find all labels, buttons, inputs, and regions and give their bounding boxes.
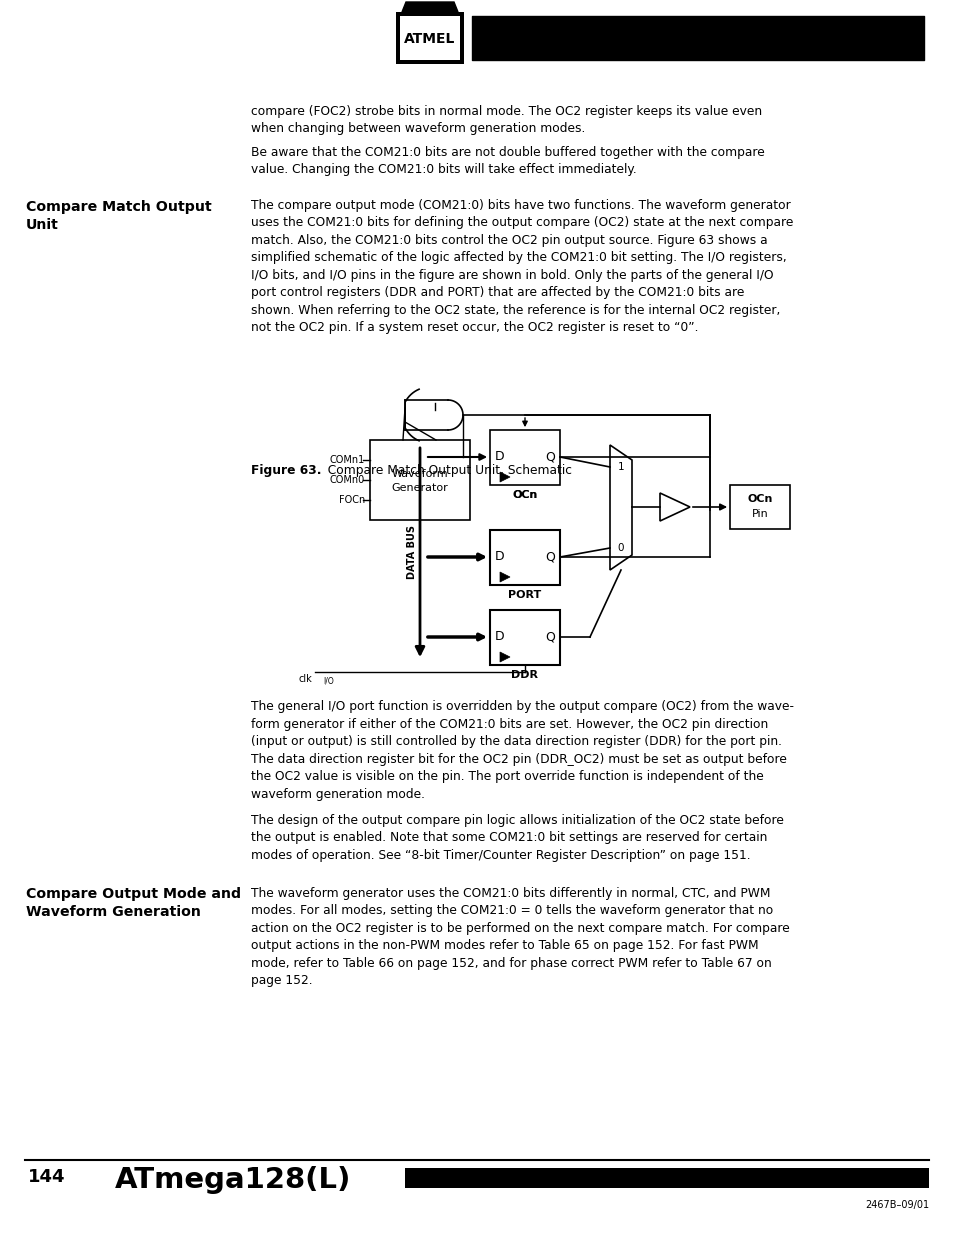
Text: Figure 63.: Figure 63.: [251, 464, 321, 478]
Polygon shape: [499, 472, 510, 482]
Text: Be aware that the COM21:0 bits are not double buffered together with the compare: Be aware that the COM21:0 bits are not d…: [251, 146, 764, 177]
Text: The design of the output compare pin logic allows initialization of the OC2 stat: The design of the output compare pin log…: [251, 814, 783, 862]
Polygon shape: [659, 493, 689, 521]
Text: ATMEL: ATMEL: [404, 32, 456, 46]
Text: DATA BUS: DATA BUS: [407, 525, 416, 579]
Text: 2467B–09/01: 2467B–09/01: [864, 1200, 928, 1210]
Text: The waveform generator uses the COM21:0 bits differently in normal, CTC, and PWM: The waveform generator uses the COM21:0 …: [251, 887, 789, 987]
FancyBboxPatch shape: [399, 16, 459, 61]
Polygon shape: [499, 652, 510, 662]
FancyBboxPatch shape: [395, 12, 463, 64]
Text: Compare Match Output Unit, Schematic: Compare Match Output Unit, Schematic: [319, 464, 571, 478]
Text: Q: Q: [544, 631, 555, 643]
Text: ATmega128(L): ATmega128(L): [115, 1166, 351, 1194]
Text: I/O: I/O: [323, 677, 334, 685]
Text: PORT: PORT: [508, 590, 541, 600]
Text: OCn: OCn: [513, 490, 537, 500]
Text: Generator: Generator: [392, 483, 448, 493]
Polygon shape: [499, 572, 510, 582]
Text: 1: 1: [617, 462, 623, 472]
Text: D: D: [495, 631, 504, 643]
Text: COMn1: COMn1: [330, 454, 365, 466]
Text: 144: 144: [28, 1168, 66, 1186]
Text: 0: 0: [618, 543, 623, 553]
Text: clk: clk: [298, 674, 312, 684]
Text: Compare Match Output
Unit: Compare Match Output Unit: [26, 200, 212, 232]
Text: Pin: Pin: [751, 509, 767, 519]
Text: compare (FOC2) strobe bits in normal mode. The OC2 register keeps its value even: compare (FOC2) strobe bits in normal mod…: [251, 105, 761, 136]
Text: COMn0: COMn0: [330, 475, 365, 485]
FancyBboxPatch shape: [490, 610, 559, 664]
FancyBboxPatch shape: [370, 440, 470, 520]
Text: The general I/O port function is overridden by the output compare (OC2) from the: The general I/O port function is overrid…: [251, 700, 793, 800]
Text: Q: Q: [544, 551, 555, 563]
Text: OCn: OCn: [512, 490, 537, 500]
FancyBboxPatch shape: [490, 430, 559, 485]
Text: Compare Output Mode and
Waveform Generation: Compare Output Mode and Waveform Generat…: [26, 887, 240, 919]
FancyBboxPatch shape: [729, 485, 789, 529]
Text: DDR: DDR: [511, 671, 537, 680]
Text: Q: Q: [544, 451, 555, 463]
Text: The compare output mode (COM21:0) bits have two functions. The waveform generato: The compare output mode (COM21:0) bits h…: [251, 199, 793, 335]
FancyBboxPatch shape: [405, 1168, 928, 1188]
Text: D: D: [495, 451, 504, 463]
Text: D: D: [495, 551, 504, 563]
Text: Waveform: Waveform: [392, 469, 448, 479]
FancyBboxPatch shape: [490, 530, 559, 585]
Text: OCn: OCn: [746, 494, 772, 504]
Polygon shape: [401, 2, 457, 12]
Text: FOCn: FOCn: [338, 495, 365, 505]
Polygon shape: [609, 445, 631, 571]
